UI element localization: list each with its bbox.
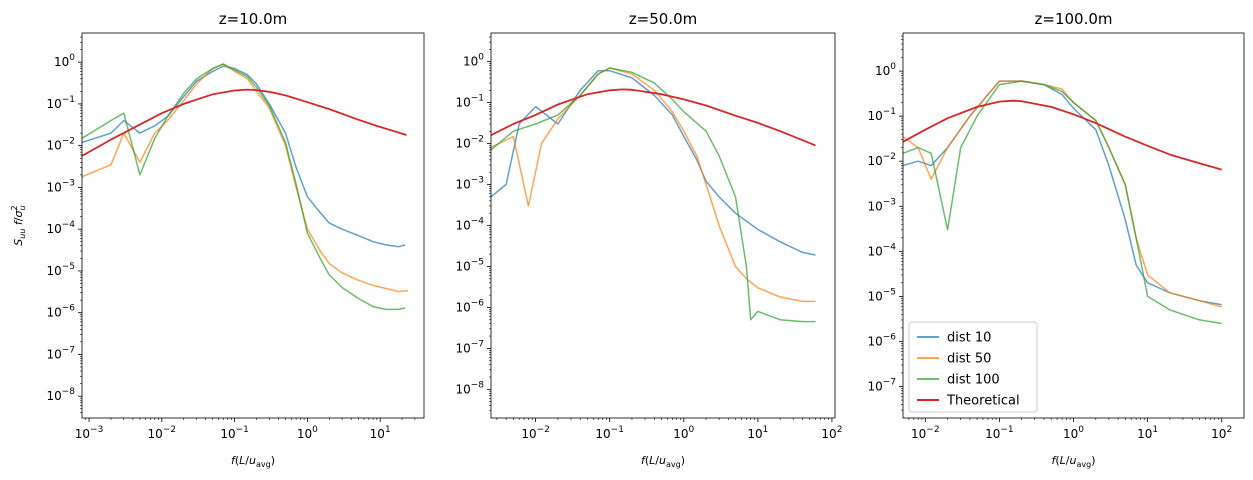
legend-label: dist 10 xyxy=(947,331,991,346)
y-tick-label: 10−5 xyxy=(46,262,75,278)
x-axis-label: f(L/uavg) xyxy=(231,454,275,469)
y-tick-label: 10−4 xyxy=(46,220,75,236)
x-tick-label: 102 xyxy=(1211,425,1232,441)
y-tick-label: 10−5 xyxy=(455,257,484,273)
legend-label: dist 100 xyxy=(947,373,1000,388)
x-axis-label: f(L/uavg) xyxy=(1051,454,1095,469)
panel-3: z=100.0m 10−2 10−1 100 101 102 10−7 10−6 10−5 10−… xyxy=(867,10,1245,469)
y-tick-label: 10−8 xyxy=(455,380,484,396)
series-line-dist-10 xyxy=(82,65,406,248)
y-tick-label: 100 xyxy=(463,53,484,69)
series-line-dist-100 xyxy=(491,67,816,323)
y-tick-label: 10−7 xyxy=(455,339,484,355)
plot-frame xyxy=(81,32,425,419)
series-line-dist-100 xyxy=(82,63,406,311)
y-tick-label: 10−8 xyxy=(46,387,75,403)
x-tick-label: 10−2 xyxy=(148,425,177,441)
panel-1: z=10.0m 10−3 10−2 10−1 100 101 10−8 10−7 10−6 10−… xyxy=(46,10,425,469)
series-line-dist-10 xyxy=(491,69,816,256)
y-axis-label-text: Suu f/σ2u xyxy=(10,205,27,245)
y-tick-label: 10−7 xyxy=(867,378,896,394)
series-line-dist-100 xyxy=(903,80,1222,325)
y-tick-label: 10−6 xyxy=(455,298,484,314)
series-line-theoretical xyxy=(903,99,1222,171)
y-axis-label: Suu f/σ2u xyxy=(10,205,27,245)
y-tick-label: 10−1 xyxy=(455,94,484,110)
legend-box xyxy=(908,321,1038,413)
series-line-theoretical xyxy=(82,88,407,157)
x-tick-label: 100 xyxy=(1063,425,1084,441)
y-tick-label: 10−3 xyxy=(867,197,896,213)
panel-title: z=100.0m xyxy=(1035,10,1113,28)
x-axis-label: f(L/uavg) xyxy=(641,454,685,469)
x-tick-label: 10−2 xyxy=(521,425,550,441)
y-tick-label: 100 xyxy=(54,53,75,69)
legend-label: Theoretical xyxy=(946,394,1020,409)
series-line-dist-50 xyxy=(903,80,1222,308)
y-tick-label: 10−4 xyxy=(455,217,484,233)
x-tick-label: 102 xyxy=(821,425,842,441)
y-tick-label: 10−6 xyxy=(46,304,75,320)
x-tick-label: 10−1 xyxy=(595,425,624,441)
y-tick-label: 10−1 xyxy=(46,95,75,111)
y-tick-label: 10−5 xyxy=(867,287,896,303)
y-tick-label: 10−2 xyxy=(867,152,896,168)
y-tick-label: 10−7 xyxy=(46,345,75,361)
y-tick-label: 10−3 xyxy=(46,178,75,194)
panel-title: z=50.0m xyxy=(629,10,697,28)
x-tick-label: 100 xyxy=(673,425,694,441)
series-line-theoretical xyxy=(491,88,816,147)
legend: dist 10 dist 50 dist 100 Theoretical xyxy=(908,321,1038,413)
y-tick-label: 10−6 xyxy=(867,332,896,348)
panel-title: z=10.0m xyxy=(219,10,287,28)
y-tick-label: 100 xyxy=(875,62,896,78)
x-tick-label: 10−3 xyxy=(75,425,104,441)
x-tick-label: 10−2 xyxy=(911,425,940,441)
y-tick-label: 10−4 xyxy=(867,242,896,258)
legend-label: dist 50 xyxy=(947,352,991,367)
y-tick-label: 10−3 xyxy=(455,176,484,192)
panel-2: z=50.0m 10−2 10−1 100 101 102 10−8 10−7 10−6 10−5… xyxy=(455,10,842,469)
x-tick-label: 101 xyxy=(1137,425,1158,441)
x-tick-label: 10−1 xyxy=(985,425,1014,441)
series-line-dist-50 xyxy=(491,67,816,303)
y-tick-label: 10−1 xyxy=(867,107,896,123)
series-line-dist-50 xyxy=(82,63,408,293)
x-tick-label: 10−1 xyxy=(220,425,249,441)
y-tick-label: 10−2 xyxy=(46,137,75,153)
y-tick-label: 10−2 xyxy=(455,135,484,151)
x-tick-label: 101 xyxy=(747,425,768,441)
x-tick-label: 100 xyxy=(297,425,318,441)
x-tick-label: 101 xyxy=(370,425,391,441)
